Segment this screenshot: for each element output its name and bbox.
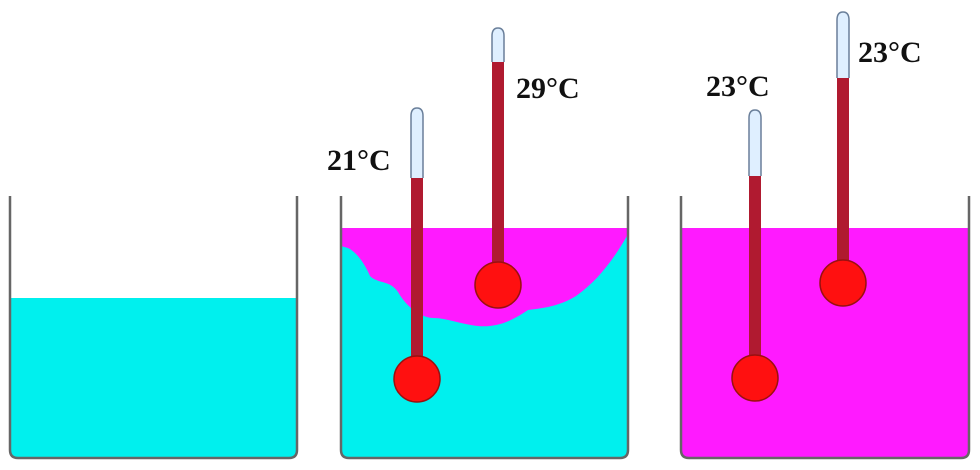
thermometer-bulb (819, 259, 867, 307)
thermometer-lower (731, 109, 779, 402)
beaker-outline (339, 196, 630, 460)
thermometer-lower (393, 107, 441, 403)
mixed-water (681, 228, 969, 458)
mercury-column (749, 176, 761, 358)
mercury-column (411, 178, 423, 358)
mercury-column (492, 62, 504, 264)
thermometer-tube (836, 11, 850, 78)
beaker-outline (679, 196, 971, 460)
thermometer-upper-label: 29°C (516, 72, 580, 105)
thermometer-lower-label: 21°C (327, 144, 391, 177)
beaker-mixed: 23°C 23°C (679, 11, 971, 460)
beaker-cold-water (8, 196, 299, 460)
beaker-outline (8, 196, 299, 460)
thermometer-bulb (393, 355, 441, 403)
beaker-mixing: 21°C 29°C (327, 27, 630, 460)
thermometer-upper (474, 27, 522, 309)
thermometer-bulb (474, 261, 522, 309)
cold-water (10, 298, 297, 458)
thermometer-upper (819, 11, 867, 307)
thermometer-lower-label: 23°C (706, 70, 770, 103)
thermometer-tube (491, 27, 505, 62)
thermometer-tube (410, 107, 424, 178)
mercury-column (837, 78, 849, 262)
thermometer-bulb (731, 354, 779, 402)
thermometer-tube (748, 109, 762, 176)
thermometer-upper-label: 23°C (858, 36, 922, 69)
